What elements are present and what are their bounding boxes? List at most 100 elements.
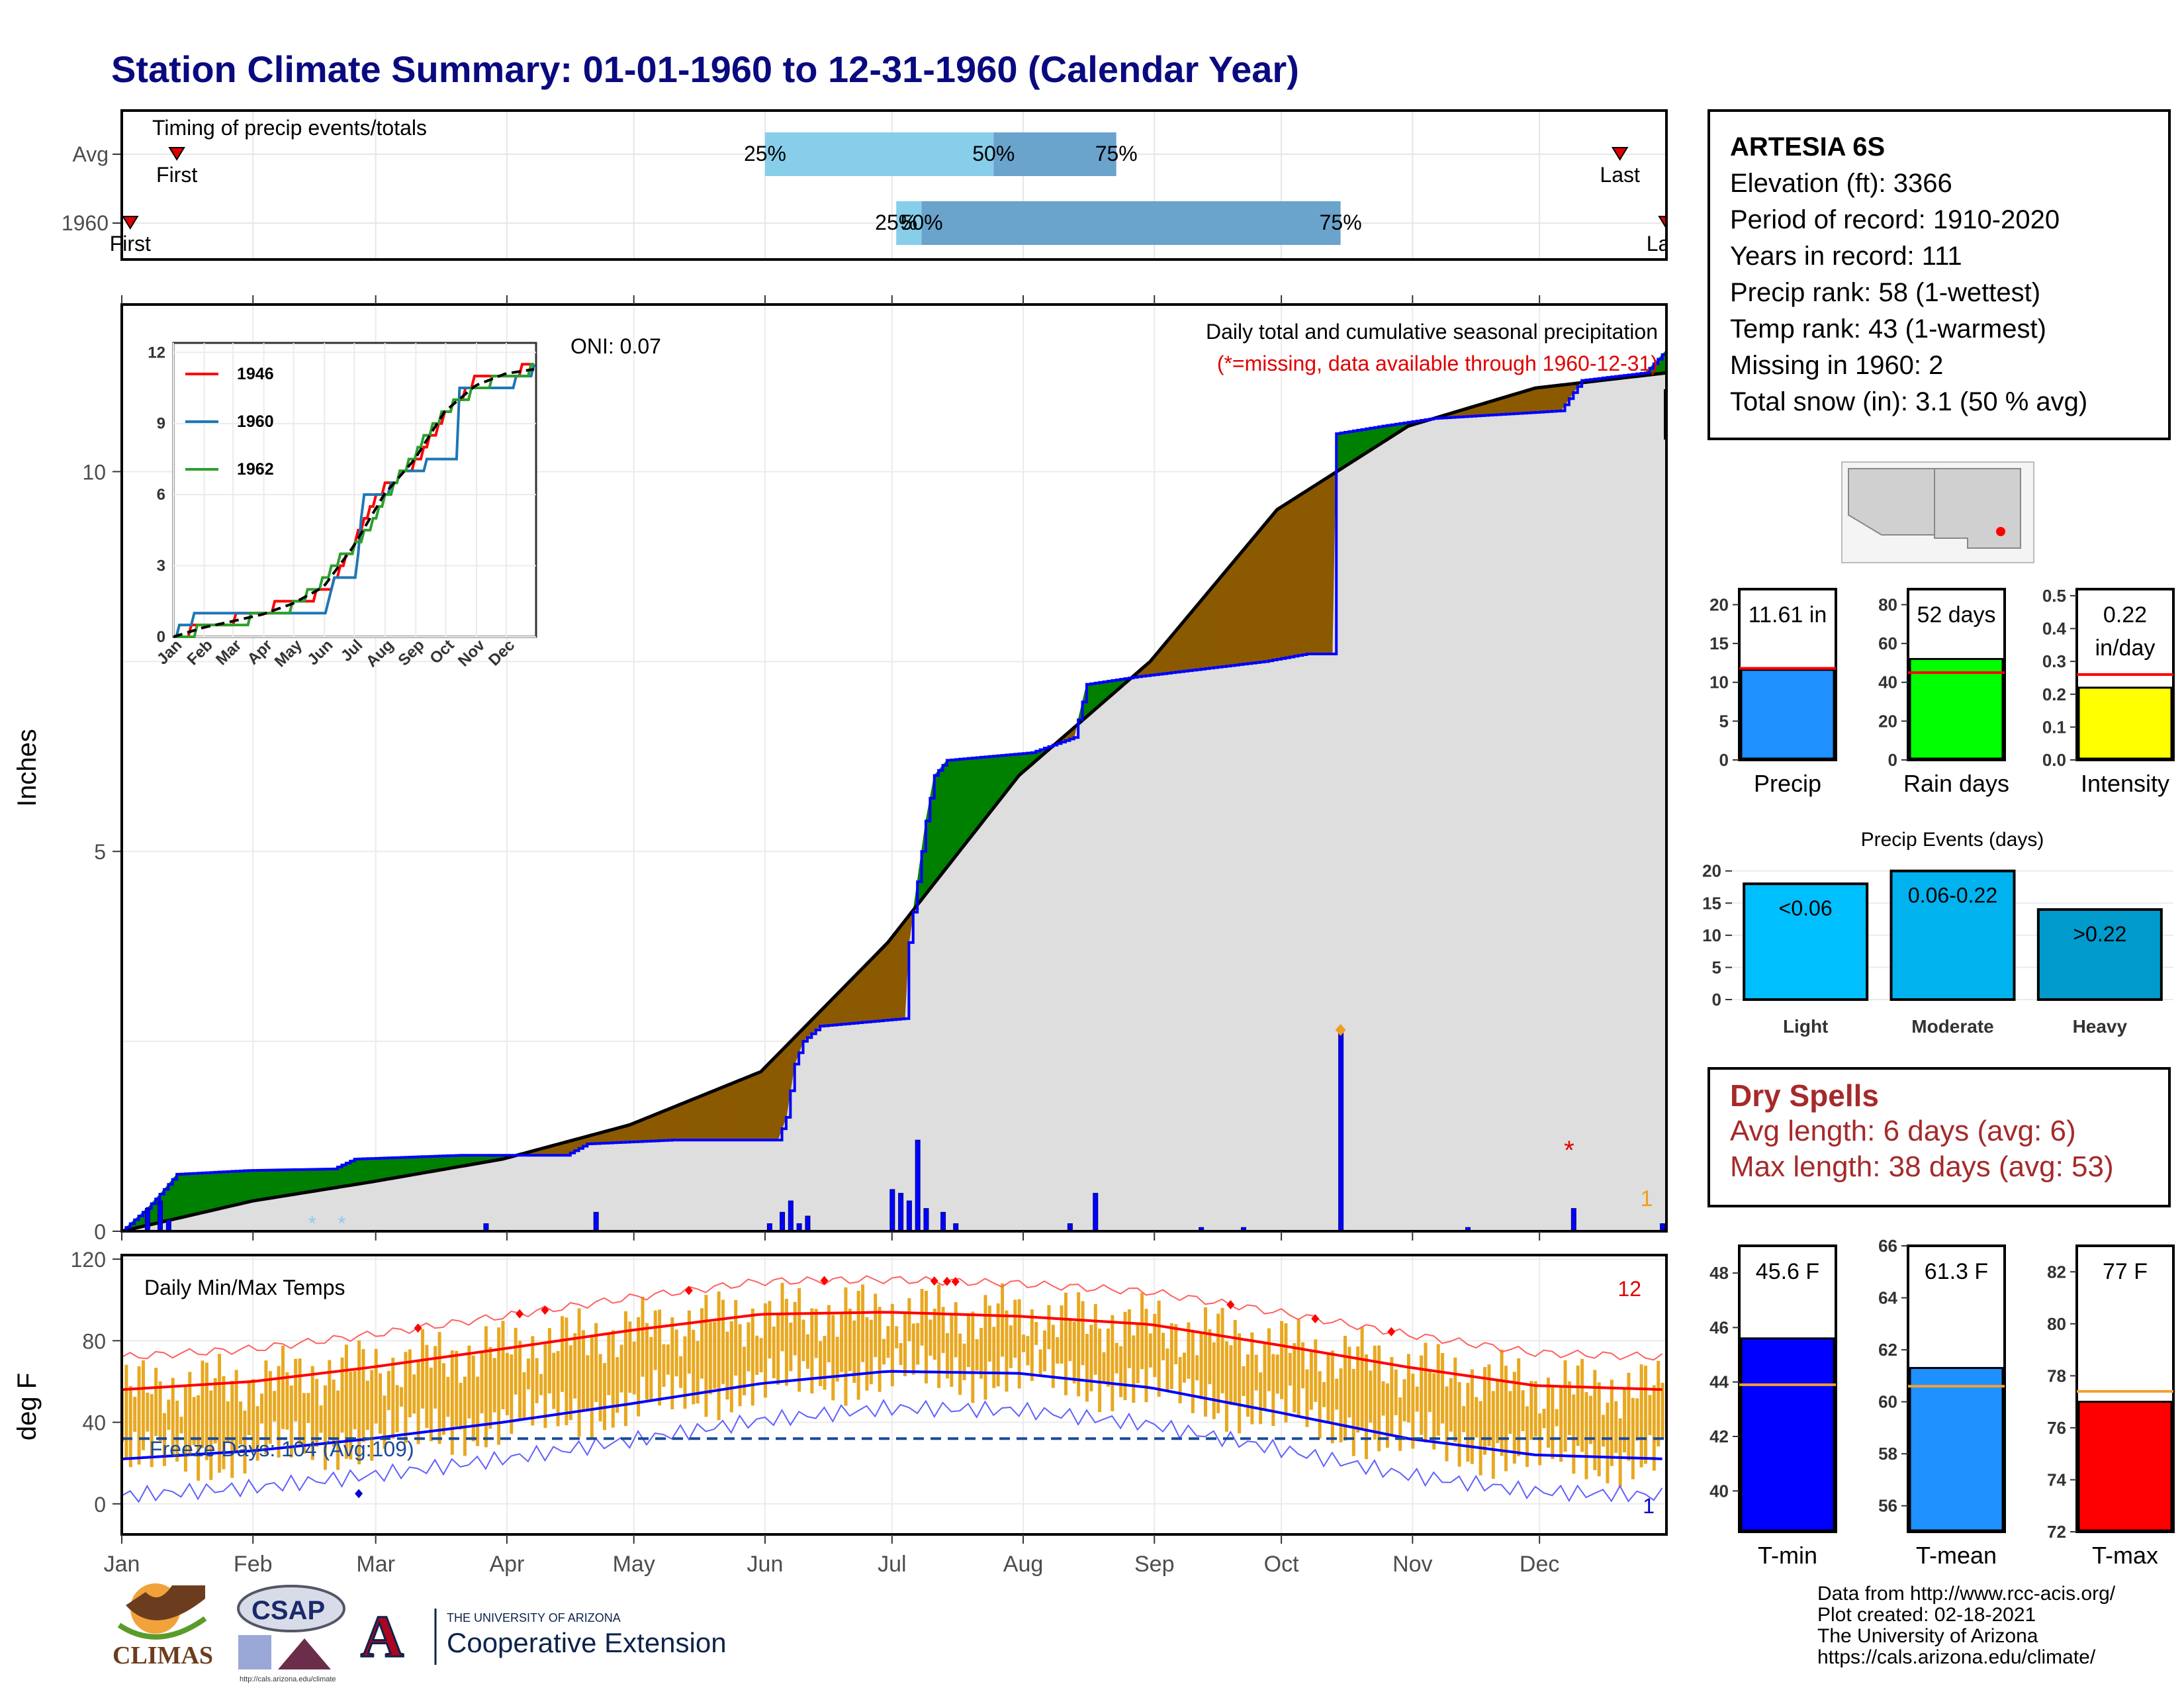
temp-daily-range-bar: [1364, 1354, 1368, 1460]
temp-daily-range-bar: [1546, 1378, 1550, 1448]
temp-daily-range-bar: [1496, 1379, 1500, 1444]
temp-daily-range-bar: [404, 1352, 408, 1443]
precip-diff-segment: [743, 1076, 749, 1141]
daily-precip-bar: [906, 1200, 912, 1232]
temp-daily-range-bar: [1136, 1323, 1140, 1383]
temp-daily-range-bar: [992, 1327, 996, 1388]
precip-diff-segment: [261, 1170, 266, 1200]
temp-daily-range-bar: [590, 1335, 594, 1439]
precip-diff-segment: [1205, 589, 1210, 669]
precip-diff-segment: [1251, 534, 1257, 664]
temp-daily-range-bar: [222, 1376, 226, 1470]
metric-y-tick-label: 40: [1878, 673, 1897, 692]
temp-daily-range-bar: [302, 1393, 306, 1454]
events-y-tick-label: 20: [1702, 861, 1721, 881]
temp-daily-range-bar: [700, 1308, 704, 1379]
temp-daily-range-bar: [1381, 1381, 1385, 1416]
precip-diff-segment: [299, 1169, 304, 1194]
temp-daily-range-bar: [1250, 1332, 1254, 1425]
temp-daily-range-bar: [1254, 1354, 1258, 1391]
precip-diff-segment: [1556, 385, 1561, 412]
temp-daily-range-bar: [319, 1405, 323, 1433]
temp-daily-range-bar: [840, 1312, 844, 1372]
temp-daily-range-bar: [1314, 1339, 1318, 1402]
timing-label-75: 75%: [1095, 142, 1138, 165]
temp-daily-range-bar: [1081, 1301, 1085, 1366]
metric-y-tick-label: 20: [1878, 711, 1897, 731]
metric-y-tick-label: 76: [2047, 1418, 2066, 1438]
temp-daily-range-bar: [1428, 1371, 1432, 1413]
temp-daily-range-bar: [950, 1313, 954, 1387]
station-name: ARTESIA 6S: [1730, 132, 1886, 162]
metric-y-tick-label: 0.0: [2042, 750, 2066, 770]
temp-daily-range-bar: [141, 1360, 145, 1450]
dry-spells-avg: Avg length: 6 days (avg: 6): [1730, 1115, 2076, 1147]
metric-y-tick-label: 10: [1709, 673, 1729, 692]
precip-diff-segment: [248, 1170, 253, 1203]
temp-daily-range-bar: [742, 1346, 746, 1395]
temp-daily-range-bar: [645, 1323, 649, 1400]
temp-daily-range-bar: [128, 1385, 132, 1468]
temp-daily-range-bar: [213, 1378, 217, 1444]
temp-daily-range-bar: [1301, 1342, 1305, 1389]
temp-daily-range-bar: [586, 1355, 590, 1410]
temp-daily-range-bar: [1297, 1319, 1300, 1417]
page-title: Station Climate Summary: 01-01-1960 to 1…: [111, 48, 1299, 90]
temp-daily-range-bar: [167, 1399, 171, 1430]
precip-diff-segment: [1179, 620, 1185, 673]
temp-daily-range-bar: [298, 1358, 302, 1445]
temp-daily-range-bar: [911, 1323, 915, 1375]
temp-daily-range-bar: [916, 1323, 920, 1365]
precip-panel-border: [120, 303, 1668, 1233]
temp-daily-range-bar: [751, 1308, 754, 1406]
precip-diff-segment: [1302, 490, 1307, 655]
temp-daily-range-bar: [1102, 1352, 1106, 1383]
metric-value-bar: [2077, 686, 2173, 760]
metric-y-tick-label: 5: [1719, 711, 1729, 731]
temp-daily-range-bar: [1001, 1283, 1005, 1357]
precip-diff-segment: [874, 950, 880, 1022]
precip-diff-segment: [1268, 514, 1273, 661]
precip-diff-segment: [367, 1158, 372, 1184]
temp-daily-range-bar: [374, 1348, 378, 1424]
precip-diff-segment: [362, 1158, 368, 1184]
precip-diff-segment: [324, 1168, 330, 1190]
precip-diff-segment: [976, 757, 981, 831]
temp-daily-range-bar: [273, 1391, 277, 1422]
temp-daily-range-bar: [763, 1303, 767, 1398]
event-bar: [1889, 869, 2016, 1001]
temp-daily-range-bar: [471, 1355, 475, 1442]
inset-average-line: [173, 367, 535, 638]
precip-diff-segment: [777, 1049, 783, 1141]
inset-y-tick-label: 6: [157, 486, 165, 504]
month-axis-label: Nov: [1392, 1552, 1432, 1577]
temp-y-tick-label: 40: [82, 1411, 106, 1435]
temp-daily-range-bar: [285, 1372, 289, 1430]
temp-daily-range-bar: [289, 1385, 293, 1458]
daily-precip-bar: [788, 1200, 794, 1232]
temp-daily-range-bar: [158, 1381, 162, 1441]
temp-daily-range-bar: [713, 1321, 717, 1389]
precip-diff-segment: [418, 1156, 423, 1174]
precip-diff-segment: [870, 955, 876, 1022]
daily-precip-bar: [923, 1208, 929, 1232]
metric-value-bar: [1740, 1337, 1835, 1532]
temp-daily-range-bar: [1385, 1383, 1389, 1448]
metric-y-tick-label: 0.5: [2042, 586, 2066, 606]
precip-diff-segment: [244, 1170, 250, 1203]
temp-daily-range-bar: [1512, 1372, 1516, 1464]
temp-daily-range-bar: [844, 1287, 848, 1406]
temp-daily-range-bar: [1475, 1397, 1479, 1438]
footer-line: https://cals.arizona.edu/climate/: [1817, 1646, 2096, 1668]
temp-daily-range-bar: [310, 1366, 314, 1460]
temp-daily-range-bar: [1610, 1380, 1614, 1466]
temp-daily-range-bar: [1208, 1329, 1212, 1385]
temp-daily-range-bar: [831, 1315, 835, 1401]
precip-diff-segment: [887, 936, 893, 1021]
metric-y-tick-label: 0: [1719, 750, 1729, 770]
metric-value-label: 77 F: [2103, 1259, 2148, 1284]
precip-diff-segment: [227, 1171, 232, 1207]
precip-diff-segment: [1175, 625, 1181, 673]
ua-logo-letter: A: [361, 1604, 404, 1669]
daily-precip-bar: [144, 1208, 150, 1232]
